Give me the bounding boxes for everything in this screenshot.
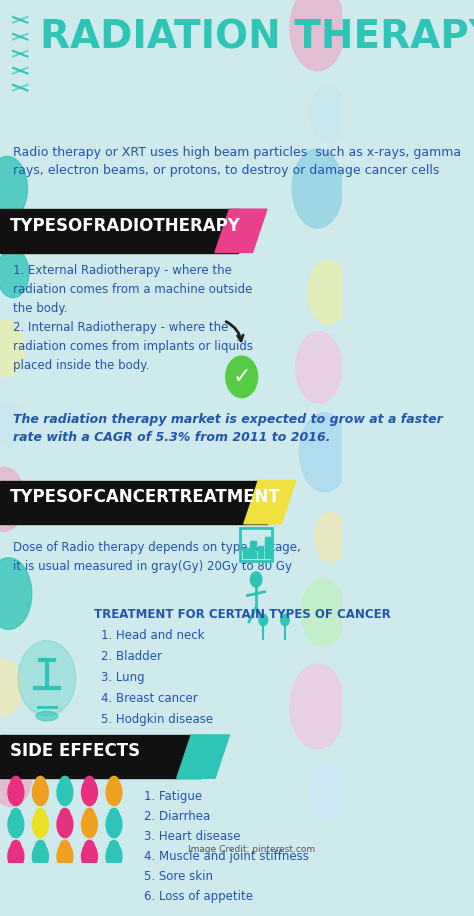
Circle shape <box>109 777 119 790</box>
Circle shape <box>60 809 70 822</box>
Polygon shape <box>215 209 267 253</box>
Bar <box>0 209 238 253</box>
Circle shape <box>36 809 46 822</box>
Text: 1. Head and neck
2. Bladder
3. Lung
4. Breast cancer
5. Hodgkin disease: 1. Head and neck 2. Bladder 3. Lung 4. B… <box>101 629 213 726</box>
Bar <box>265 537 271 558</box>
Circle shape <box>226 356 257 398</box>
Ellipse shape <box>0 660 22 716</box>
Ellipse shape <box>290 664 345 749</box>
Polygon shape <box>177 735 229 779</box>
Text: 1. External Radiotherapy - where the
radiation comes from a machine outside
the : 1. External Radiotherapy - where the rad… <box>13 264 253 372</box>
Text: TYPESOFCANCERTREATMENT: TYPESOFCANCERTREATMENT <box>10 488 281 506</box>
Ellipse shape <box>308 260 348 324</box>
Ellipse shape <box>0 738 32 806</box>
Ellipse shape <box>82 812 97 837</box>
Bar <box>243 549 249 558</box>
Text: RADIATION THERAPY: RADIATION THERAPY <box>40 19 474 57</box>
Text: ✓: ✓ <box>232 367 251 387</box>
Bar <box>0 735 201 779</box>
Text: 1. Fatigue
2. Diarrhea
3. Heart disease
4. Muscle and joint stiffness
5. Sore sk: 1. Fatigue 2. Diarrhea 3. Heart disease … <box>144 790 309 902</box>
Text: The radiation therapy market is expected to grow at a faster
rate with a CAGR of: The radiation therapy market is expected… <box>13 413 443 443</box>
Circle shape <box>109 809 119 822</box>
Circle shape <box>11 841 21 854</box>
Ellipse shape <box>0 401 25 447</box>
Circle shape <box>250 572 262 587</box>
Circle shape <box>281 615 289 626</box>
Ellipse shape <box>300 413 350 492</box>
Bar <box>250 540 256 558</box>
Ellipse shape <box>32 844 48 869</box>
Circle shape <box>18 640 76 716</box>
Ellipse shape <box>0 249 29 298</box>
Circle shape <box>259 615 268 626</box>
Ellipse shape <box>301 579 345 647</box>
Ellipse shape <box>8 812 24 837</box>
Ellipse shape <box>106 812 122 837</box>
Text: SIDE EFFECTS: SIDE EFFECTS <box>10 743 140 760</box>
Circle shape <box>11 777 21 790</box>
Text: TYPESOFRADIOTHERAPY: TYPESOFRADIOTHERAPY <box>10 217 241 234</box>
Ellipse shape <box>106 780 122 805</box>
Circle shape <box>36 777 46 790</box>
Polygon shape <box>244 481 296 524</box>
Ellipse shape <box>0 467 25 531</box>
Ellipse shape <box>0 321 24 376</box>
Circle shape <box>36 841 46 854</box>
Ellipse shape <box>8 844 24 869</box>
Circle shape <box>84 777 94 790</box>
Text: TREATMENT FOR CERTAIN TYPES OF CANCER: TREATMENT FOR CERTAIN TYPES OF CANCER <box>94 607 391 621</box>
Ellipse shape <box>292 149 343 228</box>
Text: Image Credit: pinterest.com: Image Credit: pinterest.com <box>188 845 315 854</box>
Ellipse shape <box>0 157 27 221</box>
Text: Dose of Radio therapy depends on type & stage,
it is usual measured in gray(Gy) : Dose of Radio therapy depends on type & … <box>13 540 301 572</box>
Circle shape <box>109 841 119 854</box>
Ellipse shape <box>310 763 346 820</box>
Ellipse shape <box>57 844 73 869</box>
Bar <box>257 546 264 558</box>
Circle shape <box>84 809 94 822</box>
Circle shape <box>84 841 94 854</box>
Circle shape <box>60 777 70 790</box>
Ellipse shape <box>315 513 346 562</box>
Ellipse shape <box>32 812 48 837</box>
Ellipse shape <box>106 844 122 869</box>
Ellipse shape <box>296 332 342 403</box>
Ellipse shape <box>57 780 73 805</box>
Ellipse shape <box>0 558 32 629</box>
Circle shape <box>60 841 70 854</box>
Ellipse shape <box>32 780 48 805</box>
Bar <box>0 481 267 524</box>
Ellipse shape <box>82 844 97 869</box>
Ellipse shape <box>36 712 58 721</box>
Ellipse shape <box>57 812 73 837</box>
Ellipse shape <box>310 85 346 141</box>
Text: Radio therapy or XRT uses high beam particles  such as x-rays, gamma
rays, elect: Radio therapy or XRT uses high beam part… <box>13 146 461 177</box>
Bar <box>240 528 272 561</box>
Ellipse shape <box>8 780 24 805</box>
Ellipse shape <box>82 780 97 805</box>
Circle shape <box>11 809 21 822</box>
Ellipse shape <box>290 0 345 71</box>
